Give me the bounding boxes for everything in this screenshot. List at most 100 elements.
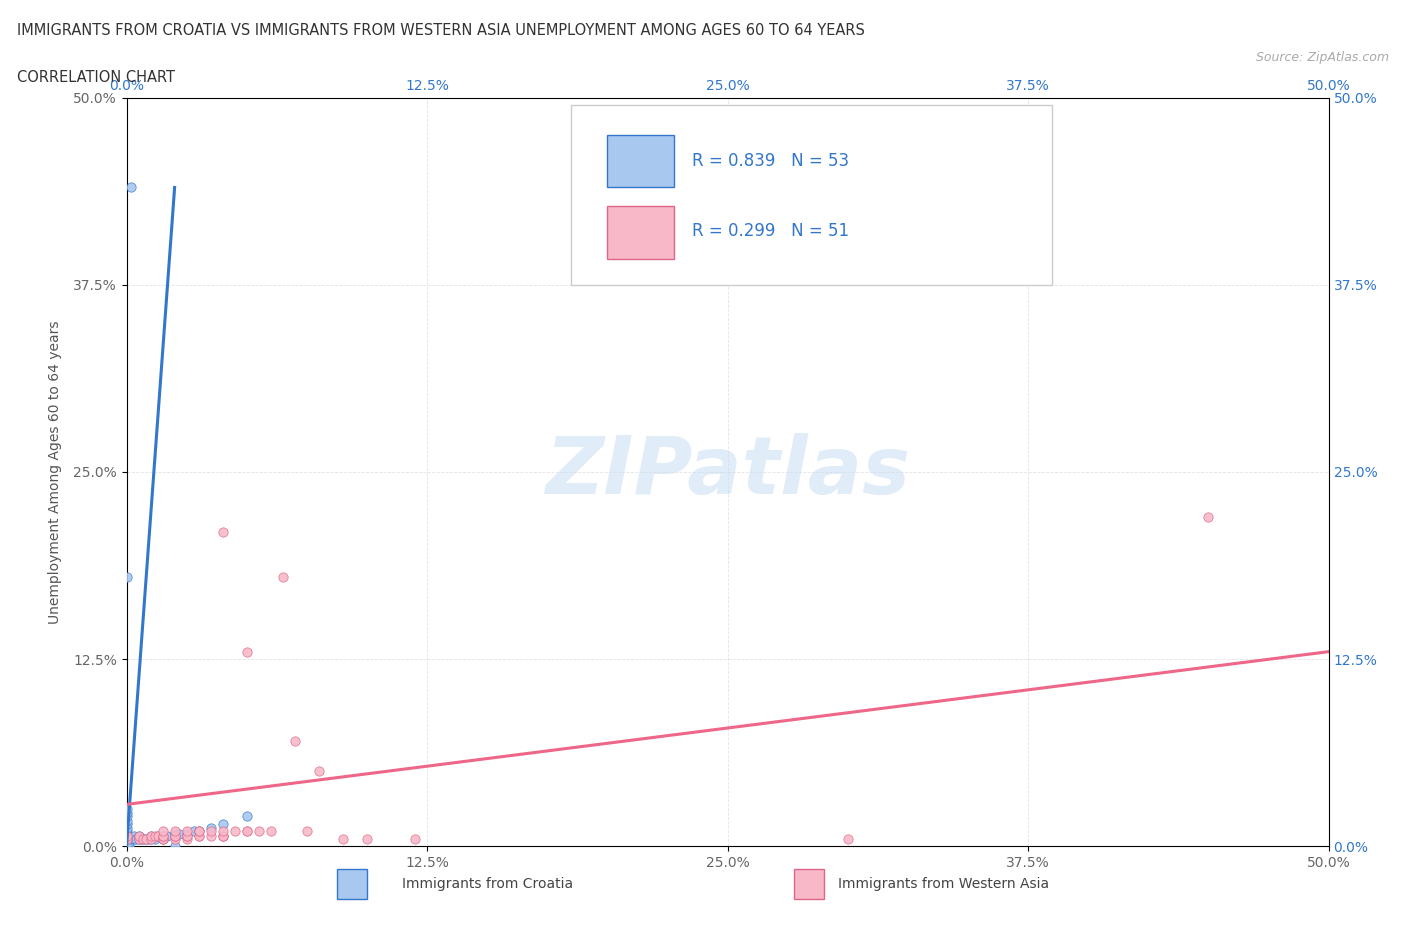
Point (115, 839, 138, 854)
Point (152, 831, 174, 846)
Point (115, 839, 138, 854)
Point (145, 829, 167, 844)
Point (115, 833, 138, 848)
Point (176, 829, 198, 844)
Point (156, 829, 179, 844)
Point (135, 831, 157, 846)
Point (115, 839, 138, 854)
Point (211, 829, 233, 844)
Point (211, 829, 233, 844)
Point (211, 829, 233, 844)
Point (247, 824, 270, 839)
Point (235, 809, 259, 824)
Point (115, 839, 138, 854)
FancyBboxPatch shape (607, 135, 673, 188)
Point (128, 831, 150, 846)
Point (295, 824, 318, 839)
Point (404, 831, 426, 846)
Point (115, 839, 138, 854)
Point (271, 569, 294, 584)
Point (187, 829, 209, 844)
Point (163, 824, 186, 839)
Point (211, 824, 233, 839)
Point (176, 831, 198, 846)
Point (163, 829, 186, 844)
Point (115, 839, 138, 854)
Point (139, 831, 162, 846)
FancyBboxPatch shape (607, 206, 673, 259)
Text: Immigrants from Western Asia: Immigrants from Western Asia (838, 877, 1049, 891)
Point (187, 824, 209, 839)
Point (308, 764, 330, 779)
Point (163, 827, 186, 842)
Text: R = 0.839   N = 53: R = 0.839 N = 53 (692, 153, 849, 170)
Point (120, 831, 142, 846)
Point (187, 824, 209, 839)
Point (200, 821, 222, 836)
Text: CORRELATION CHART: CORRELATION CHART (17, 70, 174, 85)
Text: IMMIGRANTS FROM CROATIA VS IMMIGRANTS FROM WESTERN ASIA UNEMPLOYMENT AMONG AGES : IMMIGRANTS FROM CROATIA VS IMMIGRANTS FR… (17, 23, 865, 38)
Point (260, 824, 283, 839)
Point (152, 831, 174, 846)
Point (146, 829, 169, 844)
Point (152, 829, 174, 844)
Point (152, 824, 174, 839)
Point (115, 829, 138, 844)
Point (169, 827, 191, 842)
Point (129, 831, 152, 846)
Point (183, 824, 205, 839)
Point (115, 814, 138, 829)
Point (128, 829, 150, 844)
Y-axis label: Unemployment Among Ages 60 to 64 years: Unemployment Among Ages 60 to 64 years (48, 320, 62, 624)
Point (125, 831, 148, 846)
Point (211, 525, 233, 539)
Point (115, 831, 138, 846)
Point (115, 830, 138, 844)
Point (115, 806, 138, 821)
Point (122, 829, 145, 844)
Point (211, 817, 233, 831)
Point (118, 839, 141, 854)
Point (235, 824, 259, 839)
Point (115, 831, 138, 846)
Point (176, 824, 198, 839)
Point (1197, 510, 1219, 525)
Text: Immigrants from Croatia: Immigrants from Croatia (402, 877, 572, 891)
Point (115, 839, 138, 854)
Point (139, 829, 162, 844)
Point (115, 821, 138, 836)
Point (132, 831, 155, 846)
FancyBboxPatch shape (337, 869, 367, 898)
Point (163, 829, 186, 844)
Point (145, 831, 167, 846)
Point (115, 831, 138, 846)
Point (356, 831, 378, 846)
Point (132, 831, 155, 846)
Text: R = 0.299   N = 51: R = 0.299 N = 51 (692, 222, 849, 240)
Point (332, 831, 354, 846)
Point (136, 831, 159, 846)
Point (120, 180, 142, 195)
FancyBboxPatch shape (794, 869, 824, 898)
Point (115, 829, 138, 844)
Point (115, 817, 138, 831)
Point (115, 802, 138, 817)
Point (135, 831, 157, 846)
Point (122, 831, 145, 846)
Text: Source: ZipAtlas.com: Source: ZipAtlas.com (1256, 51, 1389, 64)
Point (128, 831, 150, 846)
Point (152, 829, 174, 844)
Point (235, 644, 259, 659)
Point (118, 834, 141, 849)
Point (115, 839, 138, 854)
Point (115, 834, 138, 849)
Point (176, 827, 198, 842)
Point (115, 839, 138, 854)
Point (837, 831, 859, 846)
Point (115, 827, 138, 842)
Text: ZIPatlas: ZIPatlas (546, 433, 910, 511)
Point (200, 829, 222, 844)
Point (284, 734, 307, 749)
Point (115, 569, 138, 584)
Point (235, 824, 259, 839)
